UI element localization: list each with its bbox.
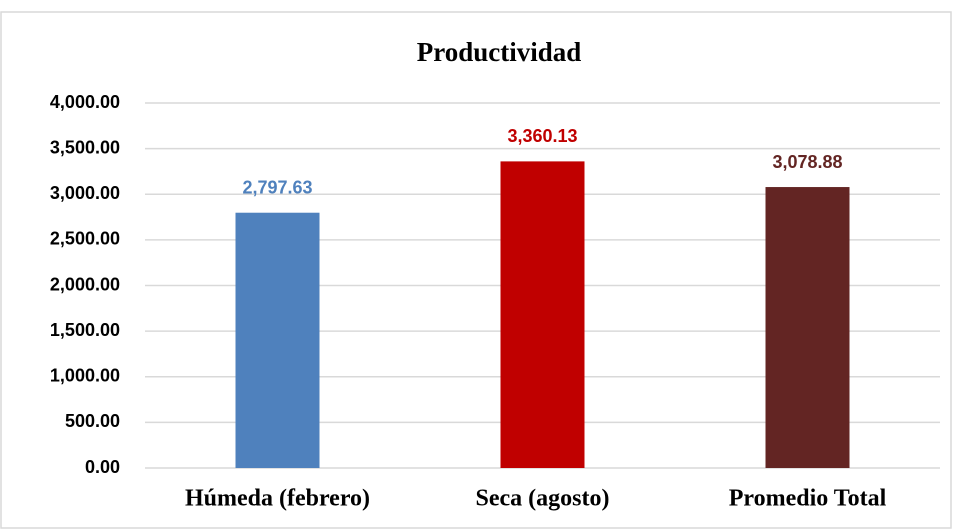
y-tick-label: 3,500.00 (50, 137, 120, 157)
y-tick-label: 4,000.00 (50, 92, 120, 112)
bar (765, 187, 850, 469)
value-label: 3,078.88 (772, 152, 842, 172)
y-tick-label: 0.00 (85, 457, 120, 477)
value-label: 2,797.63 (242, 177, 312, 197)
chart-title: Productividad (417, 37, 582, 67)
y-tick-label: 2,000.00 (50, 274, 120, 294)
y-tick-label: 3,000.00 (50, 183, 120, 203)
x-tick-label: Seca (agosto) (476, 486, 610, 512)
bar (500, 161, 585, 469)
x-tick-label: Húmeda (febrero) (185, 486, 370, 512)
y-tick-label: 1,000.00 (50, 366, 120, 386)
y-tick-label: 2,500.00 (50, 229, 120, 249)
y-tick-label: 1,500.00 (50, 320, 120, 340)
value-label: 3,360.13 (507, 126, 577, 146)
y-tick-label: 500.00 (65, 411, 120, 431)
x-tick-label: Promedio Total (729, 486, 887, 512)
bar (235, 212, 320, 468)
